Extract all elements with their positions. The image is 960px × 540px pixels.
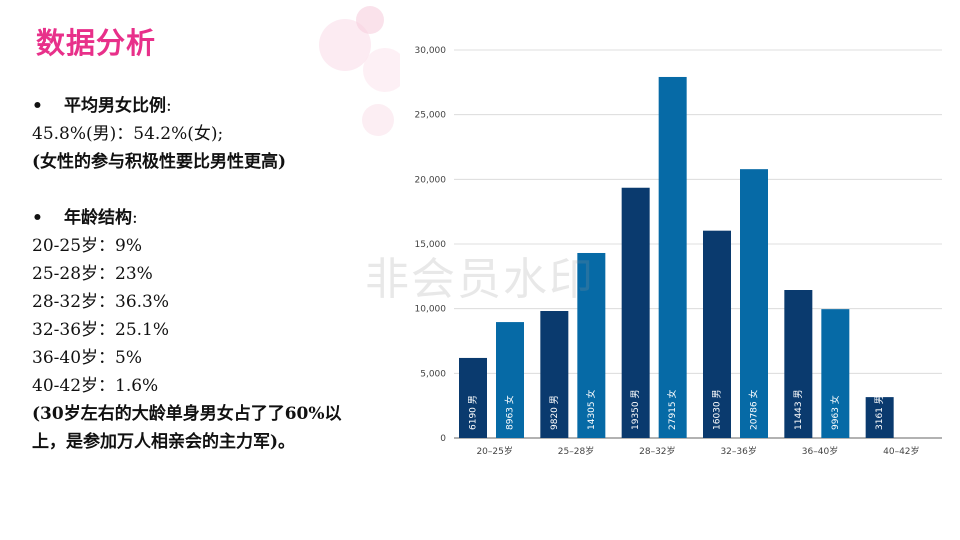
bar	[784, 290, 813, 438]
ratio-heading: 平均男女比例	[64, 96, 166, 116]
analysis-text: • 平均男女比例: 45.8%(男)：54.2%(女); (女性的参与积极性要比…	[32, 92, 372, 456]
y-tick-label: 25,000	[415, 111, 447, 121]
bullet-icon: •	[32, 208, 43, 228]
age-item: 32-36岁：25.1%	[32, 320, 170, 340]
bar-data-label: 11443 男	[793, 390, 804, 431]
y-tick-label: 0	[440, 434, 446, 444]
conclusion-text: (30岁左右的大龄单身男女占了了60%以上，是参加万人相亲会的主力军)。	[32, 404, 342, 452]
age-item: 36-40岁：5%	[32, 348, 142, 368]
age-item: 20-25岁：9%	[32, 236, 142, 256]
bar	[577, 252, 606, 438]
bar	[821, 309, 850, 438]
bar	[621, 187, 650, 438]
bar-data-label: 19350 男	[630, 390, 641, 431]
spacer	[32, 176, 372, 204]
bullet-icon: •	[32, 96, 43, 116]
age-gender-chart: 0 5,000 10,000 15,000 20,000 25,000 30,000 6190…	[398, 36, 948, 470]
y-tick-label: 5,000	[420, 369, 446, 379]
ratio-note: (女性的参与积极性要比男性更高)	[32, 152, 287, 172]
bar-chart-svg: 0 5,000 10,000 15,000 20,000 25,000 30,000 6190…	[415, 46, 942, 457]
slide-title: 数据分析	[36, 26, 157, 60]
x-tick-label: 28–32岁	[639, 445, 675, 457]
bar-data-label: 9963 女	[829, 395, 841, 430]
bar-data-label: 14305 女	[585, 390, 597, 431]
age-heading: 年龄结构	[64, 208, 132, 228]
x-tick-label: 32–36岁	[720, 445, 756, 457]
bar	[540, 310, 569, 438]
bar-data-label: 8963 女	[504, 395, 516, 430]
x-tick-label: 40–42岁	[883, 445, 919, 457]
bar	[496, 322, 524, 438]
bar	[658, 76, 687, 438]
age-item: 40-42岁：1.6%	[32, 376, 159, 396]
ratio-value: 45.8%(男)：54.2%(女);	[32, 124, 224, 144]
ratio-heading-colon: :	[166, 96, 172, 116]
x-tick-label: 20–25岁	[476, 445, 512, 457]
bar-data-label: 9820 男	[549, 395, 560, 430]
bar-data-label: 6190 男	[468, 395, 479, 430]
y-tick-label: 15,000	[415, 240, 447, 250]
bar-data-label: 16030 男	[712, 390, 723, 431]
y-tick-label: 20,000	[415, 175, 447, 185]
age-heading-colon: :	[132, 208, 138, 228]
bar	[865, 397, 894, 438]
bar	[740, 169, 768, 439]
x-tick-label: 25–28岁	[558, 445, 594, 457]
age-item: 28-32岁：36.3%	[32, 292, 170, 312]
bar-data-label: 3161 男	[874, 395, 885, 430]
bar	[459, 357, 487, 438]
bar-data-label: 20786 女	[748, 390, 760, 431]
y-tick-label: 30,000	[415, 46, 447, 56]
y-tick-label: 10,000	[415, 305, 447, 315]
age-item: 25-28岁：23%	[32, 264, 153, 284]
bar	[703, 230, 731, 438]
x-tick-label: 36–40岁	[802, 445, 838, 457]
bar-data-label: 27915 女	[666, 390, 678, 431]
age-heading-line: • 年龄结构:	[32, 204, 372, 232]
ratio-heading-line: • 平均男女比例:	[32, 92, 372, 120]
